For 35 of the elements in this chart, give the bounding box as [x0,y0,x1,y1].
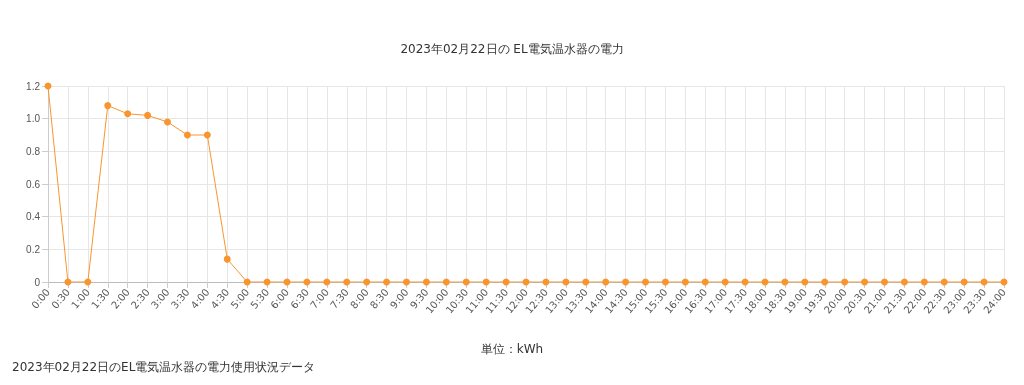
point [701,278,709,286]
point [422,278,430,286]
point [681,278,689,286]
point [582,278,590,286]
point [861,278,869,286]
point [622,278,630,286]
point [223,255,231,263]
point [144,111,152,119]
chart-title: 2023年02月22日の EL電気温水器の電力 [400,42,624,56]
y-tick-label: 0.8 [26,145,41,157]
y-tick-label: 1.2 [26,80,41,92]
point [183,131,191,139]
y-tick-label: 1.0 [26,113,41,125]
point [164,118,171,126]
y-tick-label: 0.4 [26,211,41,223]
y-tick-label: 0.6 [26,178,41,190]
y-tick-label: 0 [34,276,41,288]
point [602,278,610,286]
point [363,278,371,286]
point [203,131,211,139]
text: 2023年02月22日のEL電気温水器の電力使用状況データ [12,360,316,374]
point [661,278,669,286]
point [442,278,450,286]
point [104,102,112,110]
point [821,278,829,286]
point [940,278,948,286]
point [462,278,470,286]
point [920,278,928,286]
y-tick-label: 0.2 [26,243,41,255]
point [343,278,351,286]
point [383,278,391,286]
point [841,278,849,286]
point [900,278,908,286]
text: 単位：kWh [480,342,544,356]
point [124,110,132,118]
